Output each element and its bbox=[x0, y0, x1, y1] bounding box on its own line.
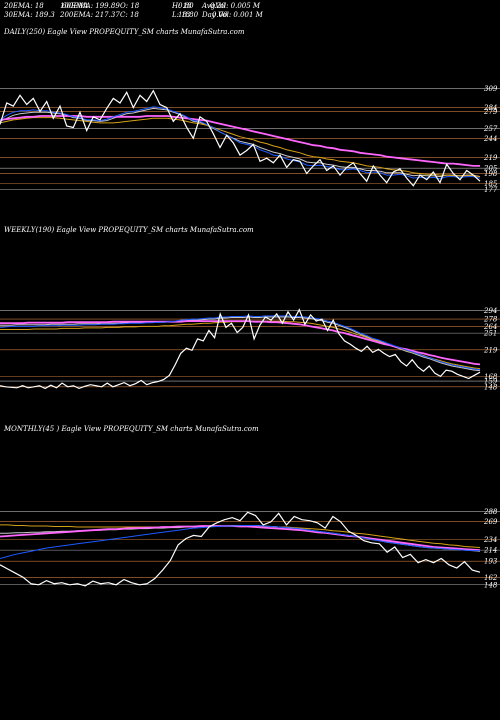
monthly-tick-label: 193 bbox=[484, 558, 498, 566]
daily-series-3 bbox=[0, 117, 481, 178]
stat-open: O: 18 bbox=[120, 2, 140, 10]
stat-ov-a: 60EMA bbox=[62, 2, 89, 10]
stat-ov-e: 0.00 bbox=[212, 11, 228, 19]
stat-ov-b: 0.80 bbox=[178, 2, 194, 10]
stat-dayvol: Day Vol: 0.001 M bbox=[202, 11, 263, 19]
daily-tick-label: 198 bbox=[484, 170, 498, 178]
weekly-tick-label: 294 bbox=[483, 307, 497, 315]
weekly-series-2 bbox=[0, 320, 481, 366]
monthly-series-4 bbox=[0, 525, 481, 552]
stat-ov-c: 0.20 bbox=[210, 2, 226, 10]
daily-tick-label: 177 bbox=[484, 186, 498, 194]
monthly-tick-label: 214 bbox=[483, 547, 497, 555]
stat-ema200: 200EMA: 217.37 bbox=[60, 11, 120, 19]
daily-tick-label: 279 bbox=[483, 108, 498, 116]
daily-series-0 bbox=[0, 89, 481, 187]
monthly-tick-label: 234 bbox=[483, 536, 497, 544]
stat-ema100: 100EMA: 199.89 bbox=[60, 2, 120, 10]
daily-tick-label: 244 bbox=[483, 135, 497, 143]
daily-series-1 bbox=[0, 106, 481, 180]
daily-tick-label: 219 bbox=[483, 154, 498, 162]
weekly-tick-label: 278 bbox=[483, 316, 498, 324]
stat-ov-d: 18.80 bbox=[178, 11, 199, 19]
weekly-tick-label: 251 bbox=[483, 330, 497, 338]
weekly-series-1 bbox=[0, 315, 481, 371]
monthly-tick-label: 148 bbox=[484, 581, 498, 589]
weekly-tick-label: 159 bbox=[484, 378, 498, 386]
stat-ema20: 20EMA: 18 bbox=[4, 2, 44, 10]
stat-avgvol: AvgVol: 0.005 M bbox=[202, 2, 261, 10]
daily-tick-label: 205 bbox=[483, 165, 498, 173]
monthly-tick-label: 269 bbox=[483, 518, 498, 526]
monthly-series-1 bbox=[0, 525, 480, 559]
daily-chart-title: DAILY(250) Eagle View PROPEQUITY_SM char… bbox=[4, 28, 245, 36]
weekly-tick-label: 168 bbox=[484, 373, 498, 381]
weekly-chart-title: WEEKLY(190) Eagle View PROPEQUITY_SM cha… bbox=[4, 226, 254, 234]
daily-tick-label: 257 bbox=[483, 125, 498, 133]
monthly-chart-title: MONTHLY(45 ) Eagle View PROPEQUITY_SM ch… bbox=[4, 425, 259, 433]
weekly-tick-label: 219 bbox=[483, 346, 498, 354]
monthly-tick-label: 288 bbox=[483, 508, 498, 516]
daily-tick-label: 284 bbox=[483, 104, 497, 112]
weekly-tick-label: 148 bbox=[484, 383, 498, 391]
weekly-tick-label: 264 bbox=[483, 323, 497, 331]
daily-series-2 bbox=[0, 115, 480, 167]
daily-tick-label: 185 bbox=[484, 180, 498, 188]
monthly-tick-label: 162 bbox=[484, 574, 498, 582]
weekly-series-3 bbox=[0, 320, 481, 370]
stat-close: C: 18 bbox=[120, 11, 139, 19]
stat-high: H: 18 bbox=[172, 2, 192, 10]
monthly-series-2 bbox=[0, 525, 481, 551]
daily-tick-label: 309 bbox=[484, 85, 498, 93]
stat-ema30: 30EMA: 189.3 bbox=[4, 11, 55, 19]
stat-low: L: 18 bbox=[172, 11, 191, 19]
daily-series-4 bbox=[0, 107, 481, 178]
weekly-series-0 bbox=[0, 308, 481, 390]
monthly-series-0 bbox=[0, 511, 481, 587]
